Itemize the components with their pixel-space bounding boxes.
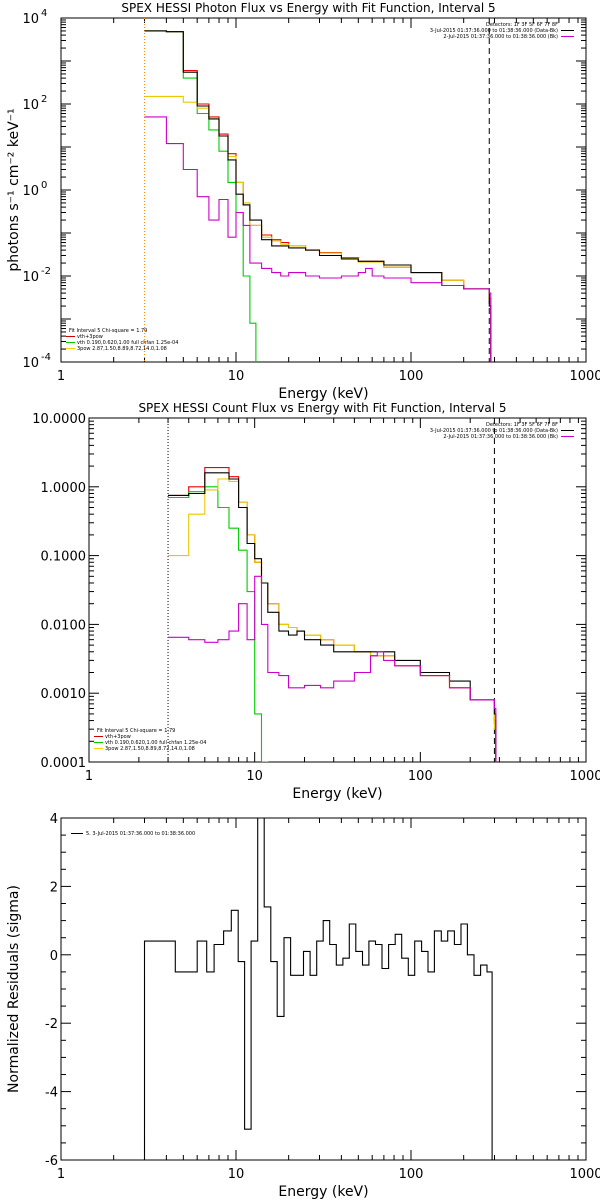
y-tick-label: 0.1000 bbox=[41, 550, 87, 565]
x-tick-label: 1000 bbox=[569, 1167, 600, 1182]
y-tick-label: 0 bbox=[50, 949, 58, 964]
legend-bottom-left-entry: vth+3pow bbox=[105, 734, 131, 740]
series-group bbox=[144, 30, 492, 362]
legend-bottom-left-entry: 3pow 2.87,1.50,8.89,8.72,14.0,1.08 bbox=[77, 346, 167, 352]
y-axis-label: Normalized Residuals (sigma) bbox=[6, 885, 22, 1093]
legend-bottom-left-entry: vth+3pow bbox=[77, 334, 103, 340]
y-tick-label: -4 bbox=[45, 1086, 58, 1101]
y-tick-label: 10 bbox=[22, 270, 39, 285]
y-tick-label: 0.0010 bbox=[41, 687, 87, 702]
x-axis-label: Energy (keV) bbox=[278, 1184, 368, 1200]
legend-top-right-entry: Detectors: 1F 3F 5F 6F 7F 8F bbox=[486, 22, 558, 28]
y-tick-label: 1.0000 bbox=[41, 481, 87, 496]
y-tick-label: -6 bbox=[45, 1154, 58, 1169]
x-tick-label: 100 bbox=[399, 369, 424, 384]
y-tick-label: 2 bbox=[50, 880, 58, 895]
y-tick-exponent: 4 bbox=[41, 8, 47, 19]
y-tick-label: 0.0001 bbox=[41, 756, 87, 771]
plot-frame bbox=[60, 17, 587, 363]
x-tick-label: 100 bbox=[399, 1167, 424, 1182]
legend-bottom-left-entry: Fit Interval 5 Chi-square = 1.79 bbox=[69, 328, 147, 334]
x-tick-label: 1000 bbox=[569, 369, 600, 384]
series-vth-3pow bbox=[168, 467, 497, 762]
y-tick-exponent: -2 bbox=[41, 266, 51, 277]
x-tick-label: 10 bbox=[246, 769, 263, 784]
y-tick-exponent: 0 bbox=[41, 180, 47, 191]
y-tick-label: 0.0100 bbox=[41, 618, 87, 633]
x-tick-label: 1 bbox=[85, 769, 93, 784]
x-axis-label: Energy (keV) bbox=[292, 786, 382, 802]
y-tick-exponent: 2 bbox=[41, 94, 47, 105]
series-bk bbox=[168, 575, 497, 762]
x-tick-label: 1000 bbox=[569, 769, 600, 784]
x-tick-label: 10 bbox=[228, 1167, 245, 1182]
series-data-bk bbox=[144, 30, 492, 362]
legend-bottom-left-entry: vth 0.190,0.620,1.00 full chfan 1.25e-04 bbox=[77, 340, 178, 346]
legend-top-right-entry: 2-Jul-2015 01:37:36.000 to 01:38:36.000 … bbox=[443, 34, 558, 40]
series-group bbox=[168, 467, 497, 762]
series-3pow bbox=[144, 95, 492, 362]
legend-top-left-entry: 5. 3-Jul-2015 01:37:36.000 to 01:38:36.0… bbox=[86, 831, 195, 837]
x-tick-label: 10 bbox=[228, 369, 245, 384]
x-axis-label: Energy (keV) bbox=[278, 386, 368, 402]
series-vth bbox=[144, 30, 258, 362]
plot-frame bbox=[60, 817, 587, 1161]
y-tick-label: 10 bbox=[22, 184, 39, 199]
y-tick-exponent: -4 bbox=[41, 352, 51, 363]
series-bk bbox=[144, 116, 492, 362]
series-vth bbox=[168, 486, 270, 762]
y-tick-label: -2 bbox=[45, 1017, 58, 1032]
legend-top-right-entry: 3-Jul-2015 01:37:36.000 to 01:38:36.000 … bbox=[430, 28, 558, 34]
y-tick-label: 4 bbox=[50, 812, 58, 827]
chart-title: SPEX HESSI Photon Flux vs Energy with Fi… bbox=[121, 1, 495, 15]
legend-top-right-entry: 3-Jul-2015 01:37:36.000 to 01:38:36.000 … bbox=[430, 428, 558, 434]
series-data-bk bbox=[168, 472, 497, 762]
y-tick-label: 10 bbox=[22, 356, 39, 371]
chart-title: SPEX HESSI Count Flux vs Energy with Fit… bbox=[138, 401, 506, 415]
y-tick-label: 10 bbox=[22, 12, 39, 27]
series-group bbox=[143, 818, 493, 1160]
series-vth-3pow bbox=[144, 30, 492, 362]
plot-frame bbox=[88, 417, 587, 763]
legend-bottom-left-entry: vth 0.190,0.620,1.00 full chfan 1.25e-04 bbox=[105, 740, 206, 746]
x-tick-label: 100 bbox=[408, 769, 433, 784]
panel-3: 1 10 100 1000 -6 -4 -2 0 2 4 Energy (keV) Normalize… bbox=[6, 812, 600, 1200]
series-residuals bbox=[143, 818, 493, 1160]
y-tick-label: 10 bbox=[22, 98, 39, 113]
legend-bottom-left-entry: Fit Interval 5 Chi-square = 1.79 bbox=[97, 728, 175, 734]
panel-2: 1 10 100 1000 0.0001 0.0010 0.0100 0.1000 1.0000… bbox=[32, 401, 600, 802]
legend-bottom-left-entry: 3pow 2.87,1.50,8.89,8.72,14.0,1.08 bbox=[105, 746, 195, 752]
series-3pow bbox=[168, 478, 497, 762]
y-axis-label: photons s⁻¹ cm⁻² keV⁻¹ bbox=[6, 108, 22, 271]
legend-top-right-entry: 2-Jul-2015 01:37:36.000 to 01:38:36.000 … bbox=[443, 434, 558, 440]
x-tick-label: 1 bbox=[57, 369, 65, 384]
x-tick-label: 1 bbox=[57, 1167, 65, 1182]
y-tick-label: 10.0000 bbox=[32, 412, 86, 427]
legend-top-right-entry: Detectors: 1F 3F 5F 6F 7F 8F bbox=[486, 422, 558, 428]
